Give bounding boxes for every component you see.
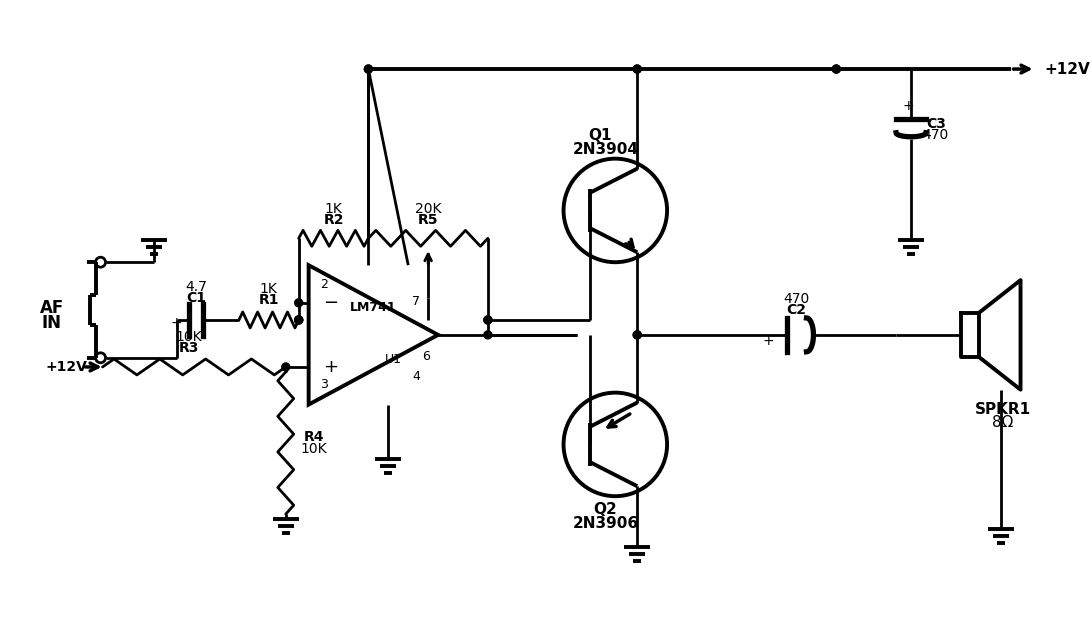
Circle shape — [484, 316, 491, 324]
Text: IN: IN — [41, 314, 62, 332]
Circle shape — [295, 316, 302, 324]
Text: 3: 3 — [320, 378, 328, 391]
Circle shape — [295, 316, 302, 324]
Text: 10K: 10K — [300, 443, 327, 456]
Text: C3: C3 — [926, 117, 946, 131]
Text: 2N3904: 2N3904 — [572, 142, 639, 157]
Circle shape — [365, 65, 372, 73]
Text: +: + — [323, 358, 339, 376]
Text: 6: 6 — [423, 350, 430, 363]
Text: 8Ω: 8Ω — [992, 415, 1013, 430]
Circle shape — [282, 363, 289, 371]
Text: R2: R2 — [323, 214, 344, 227]
Text: SPKR1: SPKR1 — [974, 402, 1031, 417]
Circle shape — [365, 65, 372, 73]
Text: 2: 2 — [320, 279, 328, 292]
Text: AF: AF — [39, 299, 64, 317]
Text: 10K: 10K — [176, 330, 202, 344]
Text: 4.7: 4.7 — [186, 280, 207, 294]
Text: +: + — [902, 99, 914, 113]
Text: 470: 470 — [923, 128, 949, 142]
Circle shape — [633, 331, 641, 339]
Circle shape — [295, 299, 302, 307]
Text: R4: R4 — [304, 430, 324, 444]
Circle shape — [484, 331, 491, 339]
Circle shape — [295, 316, 302, 324]
Text: C2: C2 — [786, 303, 807, 317]
Text: −: − — [323, 294, 339, 312]
Text: 20K: 20K — [415, 202, 441, 217]
Text: LM741: LM741 — [351, 300, 396, 313]
Text: 7: 7 — [412, 295, 420, 308]
Text: +: + — [763, 334, 774, 348]
Text: 4: 4 — [413, 370, 420, 383]
Circle shape — [633, 65, 641, 73]
Text: 470: 470 — [783, 292, 809, 306]
Text: +12V: +12V — [1044, 61, 1090, 77]
Text: Q1: Q1 — [589, 128, 613, 143]
Text: +: + — [170, 316, 182, 330]
Text: R5: R5 — [418, 214, 438, 227]
Text: R1: R1 — [259, 293, 280, 307]
Circle shape — [484, 316, 491, 324]
Text: U1: U1 — [384, 353, 402, 366]
Text: 1K: 1K — [260, 282, 277, 296]
Text: R3: R3 — [179, 341, 200, 355]
Circle shape — [633, 331, 641, 339]
Text: 2N3906: 2N3906 — [572, 516, 639, 530]
Text: +12V: +12V — [46, 360, 87, 374]
Text: Q2: Q2 — [593, 501, 617, 517]
Text: C1: C1 — [186, 291, 206, 305]
Circle shape — [633, 65, 641, 73]
Circle shape — [832, 65, 841, 73]
Circle shape — [832, 65, 841, 73]
Text: 1K: 1K — [324, 202, 343, 217]
